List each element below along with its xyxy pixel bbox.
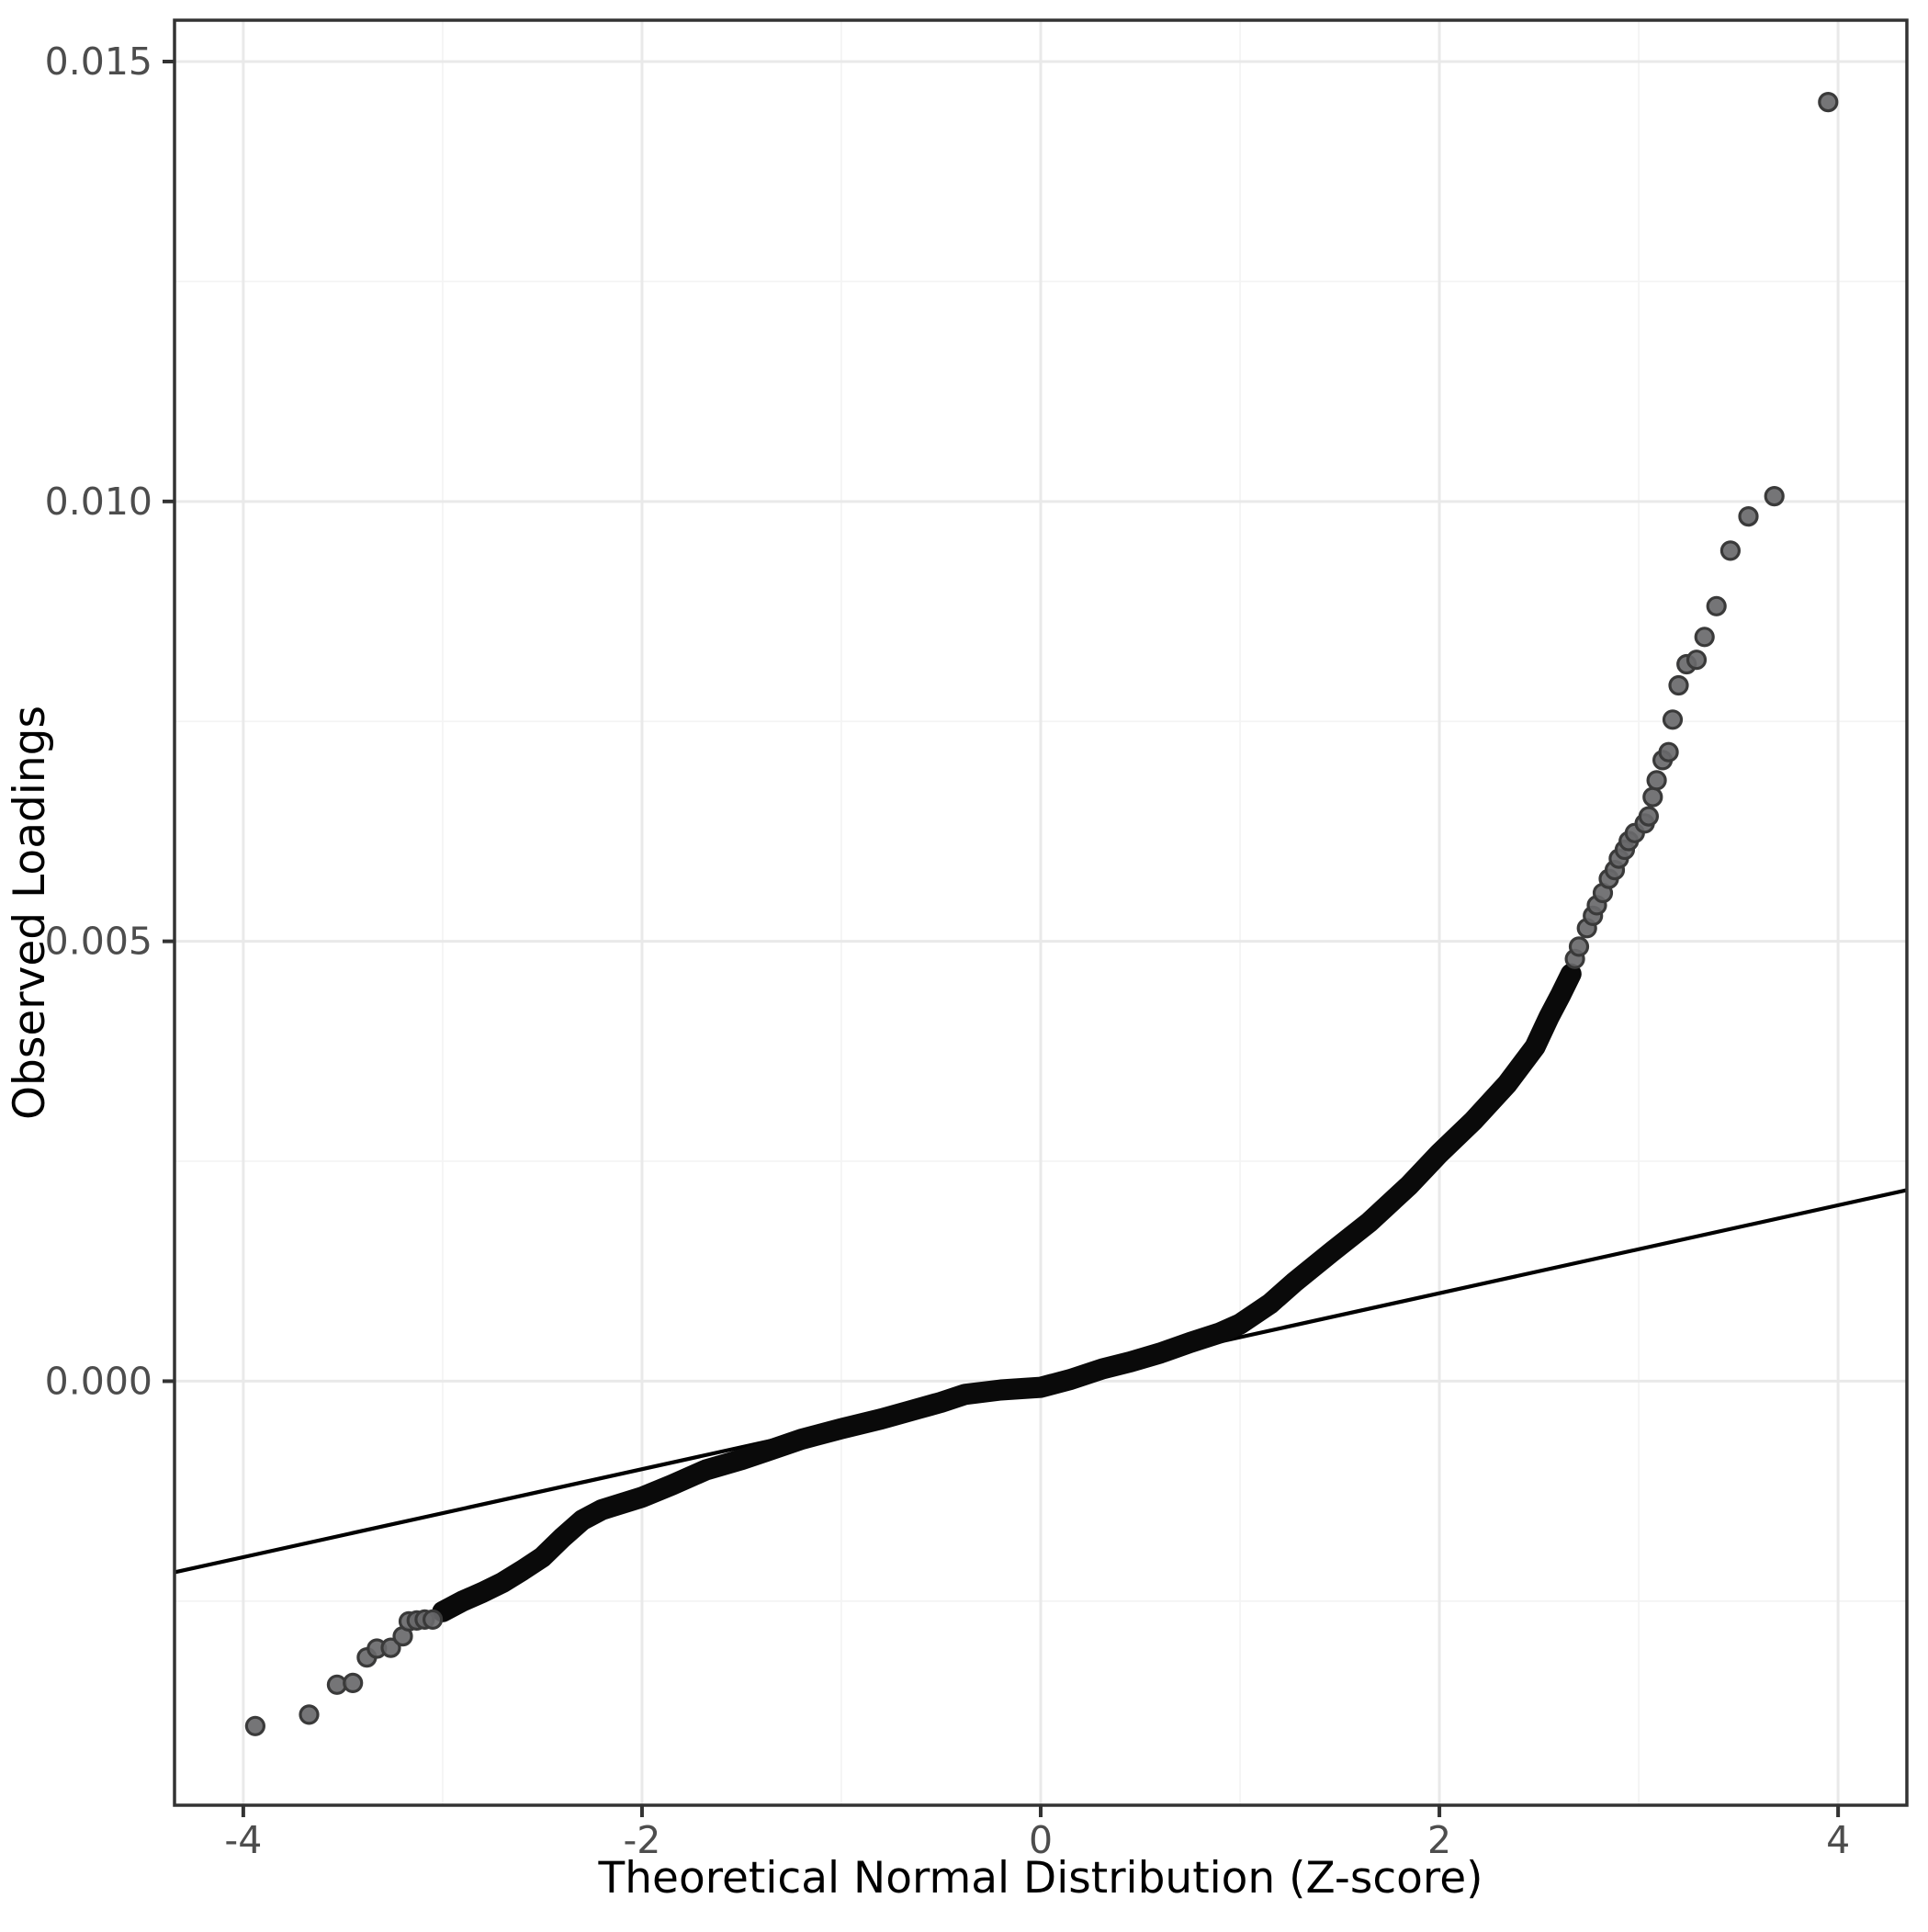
data-point-upper-tail xyxy=(1646,770,1667,791)
data-point-lower-tail xyxy=(299,1704,320,1725)
y-tick-label: 0.010 xyxy=(45,480,152,524)
data-point-lower-tail xyxy=(380,1637,401,1658)
data-point-upper-tail xyxy=(1686,650,1708,671)
x-tick-label: -4 xyxy=(224,1818,262,1862)
x-tick-label: 0 xyxy=(1029,1818,1053,1862)
dense-point-band xyxy=(432,963,1582,1622)
data-point-upper-tail xyxy=(1662,709,1684,730)
data-point-upper-tail xyxy=(1658,741,1679,763)
data-point-lower-tail xyxy=(244,1715,265,1736)
data-point-lower-tail xyxy=(423,1609,444,1631)
data-point-upper-tail xyxy=(1764,485,1785,507)
dense-point-band-group xyxy=(432,963,1582,1622)
y-tick-label: 0.015 xyxy=(45,40,152,84)
x-tick-label: 4 xyxy=(1826,1818,1850,1862)
x-axis-title: Theoretical Normal Distribution (Z-score… xyxy=(598,1853,1483,1904)
y-tick-label: 0.000 xyxy=(45,1359,152,1403)
data-point-upper-tail xyxy=(1706,595,1727,616)
data-point-upper-tail xyxy=(1738,505,1759,527)
data-point-upper-tail xyxy=(1818,91,1839,113)
x-tick-label: 2 xyxy=(1427,1818,1451,1862)
data-point-upper-tail xyxy=(1638,806,1660,827)
y-axis-title: Observed Loadings xyxy=(5,706,55,1120)
data-point-upper-tail xyxy=(1568,936,1590,957)
data-point-lower-tail xyxy=(343,1672,364,1694)
axis-tick-labels: -4 -2 0 2 4 0.000 0.005 0.010 0.015 xyxy=(45,40,1851,1862)
data-point-upper-tail xyxy=(1694,627,1715,648)
x-tick-label: -2 xyxy=(623,1818,660,1862)
axis-tick-marks xyxy=(163,60,1841,1817)
data-point-upper-tail xyxy=(1668,674,1689,696)
data-point-upper-tail xyxy=(1719,540,1742,561)
tail-points-group xyxy=(244,91,1839,1736)
data-point-upper-tail xyxy=(1642,786,1663,808)
y-tick-label: 0.005 xyxy=(45,920,152,964)
grid-major-lines xyxy=(175,20,1907,1805)
